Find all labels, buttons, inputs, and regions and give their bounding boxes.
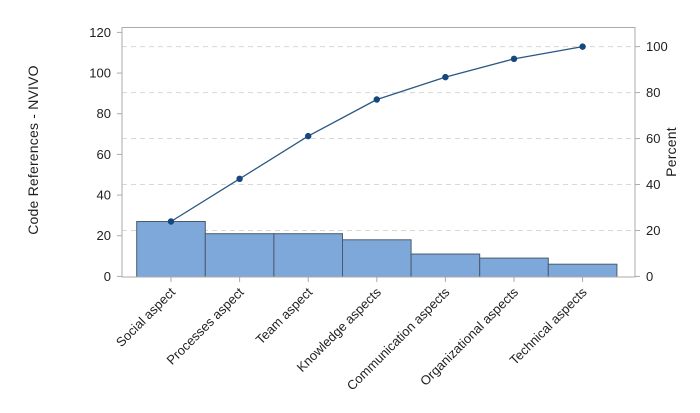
- y-left-tick-label: 100: [89, 66, 111, 81]
- cumulative-point: [373, 96, 380, 103]
- y-axis-title-left: Code References - NVIVO: [25, 65, 41, 235]
- cumulative-point: [579, 43, 586, 50]
- x-tick-label: Team aspect: [253, 284, 316, 347]
- y-right-tick-label: 100: [646, 39, 668, 54]
- pareto-bar: [204, 233, 275, 278]
- y-axis-title-right: Percent: [663, 127, 679, 177]
- y-right-tick-label: 80: [646, 85, 660, 100]
- plot-border: [121, 27, 636, 278]
- y-left-tick-label: 0: [104, 269, 111, 284]
- cumulative-line: [170, 45, 583, 223]
- y-right-tick-label: 60: [646, 131, 660, 146]
- y-left-tick-label: 20: [97, 228, 111, 243]
- pareto-bar: [410, 253, 481, 278]
- y-left-tick-label: 120: [89, 25, 111, 40]
- y-left-tick-label: 60: [97, 147, 111, 162]
- y-right-tick-label: 0: [646, 269, 653, 284]
- cumulative-point: [510, 55, 518, 63]
- cumulative-point: [305, 132, 312, 140]
- pareto-bar: [273, 233, 343, 278]
- x-tick-label: Social aspect: [113, 284, 179, 350]
- cumulative-point: [442, 73, 449, 81]
- y-left-tick-label: 40: [97, 188, 111, 203]
- pareto-bar: [342, 239, 412, 278]
- cumulative-point: [167, 218, 175, 225]
- pareto-bar: [136, 221, 206, 278]
- pareto-bar: [547, 263, 618, 278]
- pareto-bar: [479, 257, 549, 278]
- y-right-tick-label: 20: [646, 223, 660, 238]
- y-right-tick-label: 40: [646, 177, 660, 192]
- cumulative-point: [236, 175, 243, 182]
- y-left-tick-label: 80: [97, 106, 111, 121]
